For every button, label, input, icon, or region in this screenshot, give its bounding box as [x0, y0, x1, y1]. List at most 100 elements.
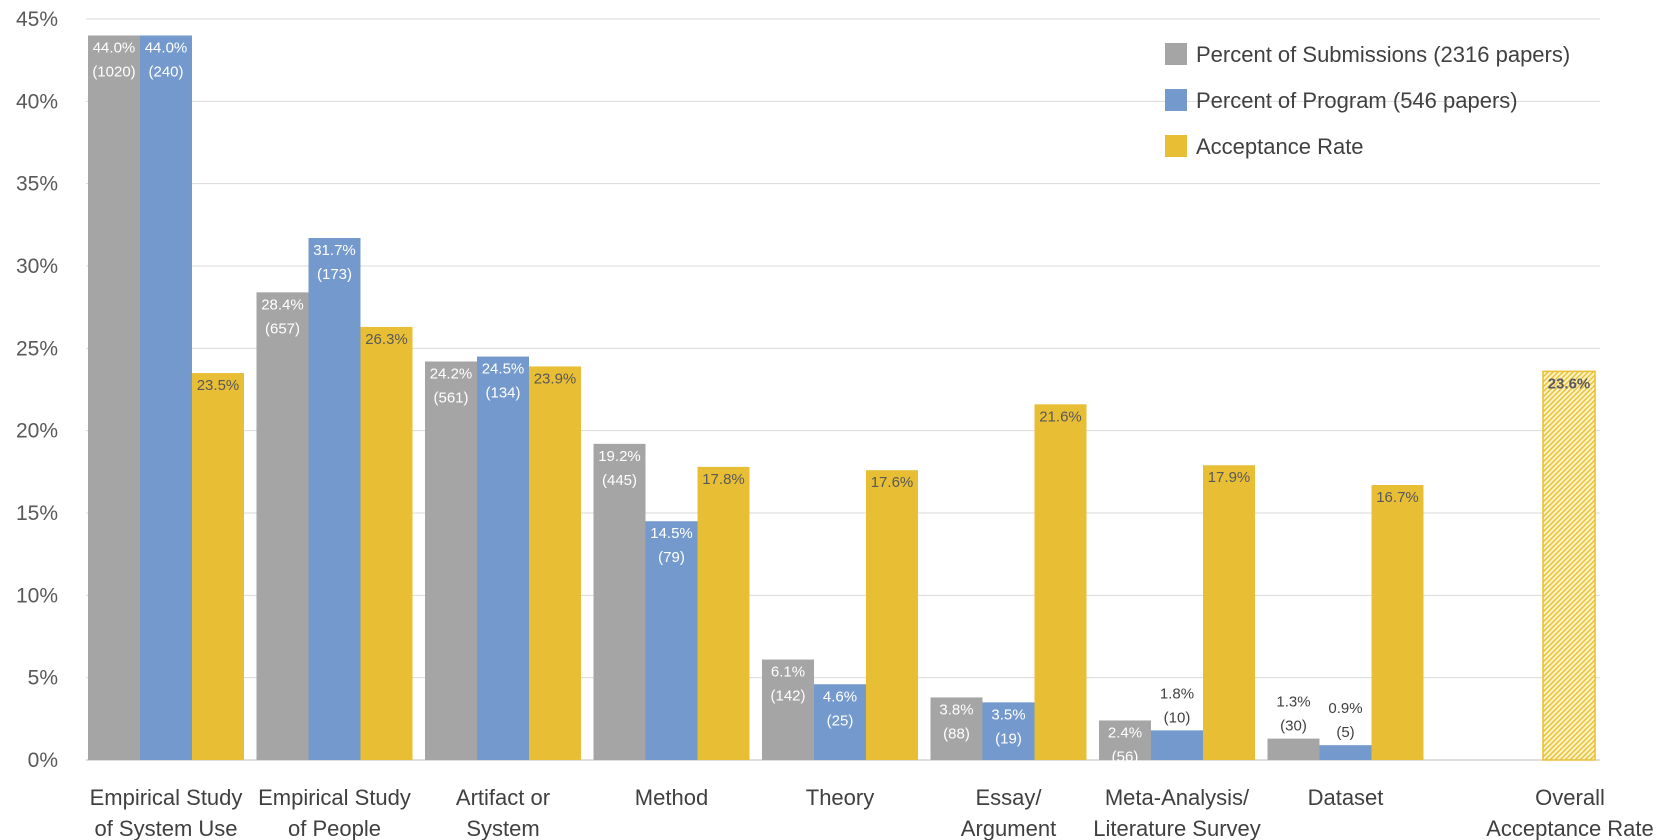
- data-label: 1.3%: [1276, 694, 1310, 711]
- data-label: (56): [1112, 748, 1139, 765]
- data-label: (1020): [92, 63, 135, 80]
- bar: [762, 659, 814, 760]
- data-label: 23.9%: [534, 370, 577, 387]
- x-category-label: Argument: [961, 816, 1056, 840]
- data-label: 1.8%: [1160, 685, 1194, 702]
- data-label: 16.7%: [1376, 489, 1419, 506]
- bar: [308, 238, 361, 761]
- x-category-label: Essay/: [975, 785, 1042, 810]
- x-category-label: Artifact or: [456, 785, 550, 810]
- data-label: 17.6%: [871, 474, 914, 491]
- legend-swatch: [1165, 43, 1187, 65]
- data-label: (79): [658, 549, 685, 566]
- data-label: 44.0%: [93, 39, 136, 56]
- data-label: 4.6%: [823, 688, 857, 705]
- bar: [425, 361, 477, 760]
- data-label: 24.5%: [482, 361, 525, 378]
- data-label: 19.2%: [598, 448, 641, 465]
- y-tick-label: 30%: [16, 255, 58, 278]
- bar: [645, 521, 698, 760]
- data-label: (173): [317, 266, 352, 283]
- x-category-label: Overall: [1535, 785, 1605, 810]
- bar: [1319, 745, 1372, 760]
- data-label: (657): [265, 320, 300, 337]
- bar: [1099, 720, 1151, 760]
- x-category-label: Literature Survey: [1093, 816, 1261, 840]
- y-tick-label: 15%: [16, 502, 58, 525]
- data-label: 44.0%: [145, 39, 188, 56]
- bar: [814, 684, 866, 760]
- x-category-label: Empirical Study: [90, 785, 243, 810]
- bar: [1542, 370, 1596, 761]
- bar: [256, 292, 309, 760]
- bar: [1151, 730, 1203, 760]
- data-label: 17.9%: [1208, 469, 1251, 486]
- y-axis-ticks: 0% 5% 10% 15% 20% 25% 30% 35% 40% 45%: [16, 8, 58, 772]
- bar: [982, 702, 1035, 760]
- legend-label: Percent of Program (546 papers): [1196, 88, 1518, 113]
- x-category-label: Acceptance Rate: [1486, 816, 1654, 840]
- x-category-label: Dataset: [1308, 785, 1384, 810]
- data-label: 23.6%: [1548, 375, 1591, 392]
- data-label: 24.2%: [430, 366, 473, 383]
- bar: [192, 373, 244, 760]
- legend-label: Percent of Submissions (2316 papers): [1196, 42, 1570, 67]
- bar: [697, 466, 750, 760]
- data-label: (30): [1280, 718, 1307, 735]
- bar: [88, 35, 140, 760]
- data-label: 21.6%: [1039, 408, 1082, 425]
- bar: [140, 35, 192, 760]
- bar: [1034, 404, 1087, 760]
- x-category-label: Theory: [806, 785, 874, 810]
- legend-swatch: [1165, 89, 1187, 111]
- legend: Percent of Submissions (2316 papers) Perc…: [1165, 42, 1570, 159]
- data-label: 14.5%: [650, 525, 693, 542]
- data-label: (10): [1164, 709, 1191, 726]
- x-category-label: of People: [288, 816, 381, 840]
- data-label: (445): [602, 472, 637, 489]
- data-label: 6.1%: [771, 664, 805, 681]
- data-label: 0.9%: [1328, 700, 1362, 717]
- bar: [529, 366, 581, 760]
- data-label: (19): [995, 730, 1022, 747]
- y-tick-label: 40%: [16, 90, 58, 113]
- legend-swatch: [1165, 135, 1187, 157]
- bar: [360, 326, 413, 760]
- bar: [477, 356, 529, 760]
- bar: [866, 470, 918, 760]
- y-tick-label: 45%: [16, 8, 58, 31]
- x-category-label: of System Use: [94, 816, 237, 840]
- bar: [1203, 465, 1255, 760]
- data-label: 2.4%: [1108, 724, 1142, 741]
- x-category-label: System: [466, 816, 539, 840]
- bar: [1267, 738, 1320, 760]
- data-label: 23.5%: [197, 377, 240, 394]
- y-tick-label: 20%: [16, 420, 58, 443]
- data-label: 31.7%: [313, 242, 356, 259]
- data-labels: 44.0% (1020) 44.0% (240) 23.5% 28.4% (657) 31.7…: [92, 39, 1590, 765]
- data-label: 17.8%: [702, 471, 745, 488]
- data-label: (561): [433, 390, 468, 407]
- y-tick-label: 25%: [16, 337, 58, 360]
- x-axis: Empirical Study of System Use Empirical St…: [90, 785, 1654, 840]
- x-category-label: Method: [635, 785, 708, 810]
- bar: [593, 443, 646, 760]
- y-tick-label: 35%: [16, 173, 58, 196]
- data-label: 26.3%: [365, 331, 408, 348]
- y-tick-label: 0%: [28, 749, 58, 772]
- x-category-label: Empirical Study: [258, 785, 411, 810]
- data-label: 3.5%: [991, 706, 1025, 723]
- data-label: (5): [1336, 724, 1354, 741]
- data-label: (142): [770, 688, 805, 705]
- bar: [1371, 485, 1424, 760]
- legend-label: Acceptance Rate: [1196, 134, 1364, 159]
- data-label: 28.4%: [261, 296, 304, 313]
- y-tick-label: 10%: [16, 584, 58, 607]
- data-label: (240): [148, 63, 183, 80]
- data-label: (25): [827, 712, 854, 729]
- bars: [88, 35, 1596, 761]
- data-label: 3.8%: [939, 701, 973, 718]
- bar: [930, 697, 983, 760]
- x-category-label: Meta-Analysis/: [1105, 785, 1250, 810]
